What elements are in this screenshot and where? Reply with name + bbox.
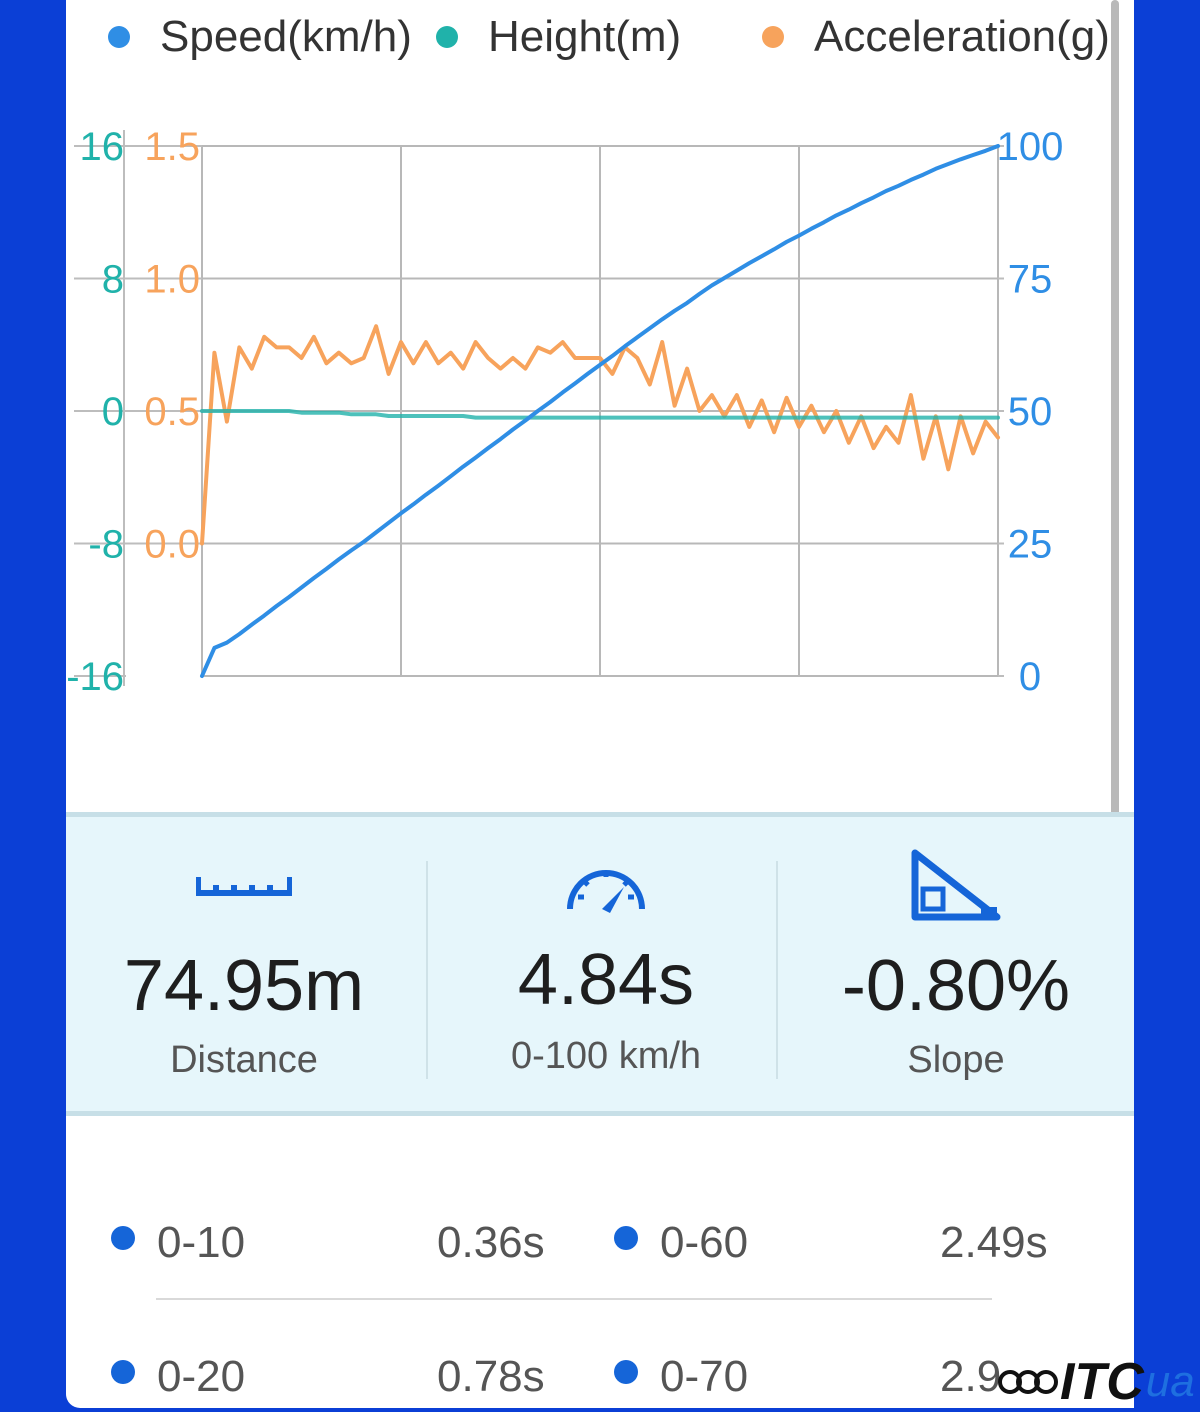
watermark-text: ITC (1060, 1353, 1144, 1411)
height-tick-label: -16 (66, 655, 124, 699)
stat-divider (426, 861, 428, 1079)
distance-label: Distance (170, 1039, 318, 1081)
split-label: 0-60 (660, 1218, 749, 1267)
legend-acceleration-label: Acceleration(g) (814, 12, 1110, 61)
split-value: 0.36s (437, 1218, 545, 1267)
chain-logo-icon (998, 1370, 1058, 1394)
acceleration-tick-label: 1.5 (144, 125, 200, 169)
height-tick-label: 0 (102, 390, 124, 434)
stats-panel: 74.95m Distance 4.84s 0-100 km/h -0.80% … (66, 812, 1134, 1116)
chart-series (200, 144, 1000, 678)
legend-speed-label: Speed(km/h) (160, 12, 412, 61)
slope-label: Slope (907, 1039, 1005, 1081)
time-label: 0-100 km/h (510, 1035, 702, 1077)
split-dot-icon (614, 1360, 638, 1384)
split-divider (156, 1298, 992, 1300)
series-line-heightm (200, 409, 1000, 420)
legend-acceleration[interactable]: Acceleration(g) (762, 12, 1110, 62)
split-dot-icon (111, 1226, 135, 1250)
speed-height-acceleration-chart: 16 8 0 -8 -16 1.5 1.0 0.5 0.0 100 75 50 25 0 (66, 125, 1063, 699)
time-value: 4.84s (517, 940, 695, 1020)
split-dot-icon (614, 1226, 638, 1250)
itc-watermark: ITC ua (994, 1352, 1195, 1412)
stat-slope: -0.80% Slope (778, 817, 1134, 1111)
slope-value: -0.80% (841, 946, 1071, 1026)
series-line-speedkmh (200, 144, 1000, 678)
split-row: 0-10 0.36s 0-60 2.49s (0, 1216, 1200, 1276)
split-value: 2.49s (940, 1218, 1048, 1267)
acceleration-tick-label: 0.5 (144, 390, 200, 434)
stat-divider (776, 861, 778, 1079)
acceleration-dot-icon (762, 26, 784, 48)
speedometer-icon (567, 870, 645, 913)
legend-height-label: Height(m) (488, 12, 682, 61)
split-label: 0-70 (660, 1352, 749, 1401)
speed-tick-label: 100 (997, 125, 1064, 169)
speed-tick-label: 0 (1019, 655, 1041, 699)
chart-axes: 16 8 0 -8 -16 1.5 1.0 0.5 0.0 100 75 50 25 0 (66, 125, 1063, 699)
ruler-icon (196, 877, 292, 896)
speed-tick-label: 50 (1008, 390, 1053, 434)
split-label: 0-10 (157, 1218, 246, 1267)
distance-value: 74.95m (123, 946, 365, 1026)
legend-height[interactable]: Height(m) (436, 12, 681, 62)
height-dot-icon (436, 26, 458, 48)
split-dot-icon (111, 1360, 135, 1384)
speed-tick-label: 75 (1008, 258, 1053, 302)
slope-icon (911, 849, 1001, 921)
height-tick-label: 8 (102, 258, 124, 302)
stat-time: 4.84s 0-100 km/h (428, 817, 784, 1111)
series-line-accelerationg (200, 324, 1000, 546)
watermark-text-accent: ua (1145, 1357, 1195, 1406)
split-label: 0-20 (157, 1352, 246, 1401)
legend-speed[interactable]: Speed(km/h) (108, 12, 412, 62)
acceleration-tick-label: 0.0 (144, 523, 200, 567)
speed-dot-icon (108, 26, 130, 48)
stat-distance: 74.95m Distance (66, 817, 422, 1111)
split-row: 0-20 0.78s 0-70 2.9 (0, 1350, 1200, 1410)
height-tick-label: -8 (88, 523, 124, 567)
split-value: 0.78s (437, 1352, 545, 1401)
split-value: 2.9 (940, 1352, 1002, 1401)
scrollbar[interactable] (1111, 0, 1119, 944)
acceleration-tick-label: 1.0 (144, 258, 200, 302)
height-tick-label: 16 (80, 125, 125, 169)
speed-tick-label: 25 (1008, 523, 1053, 567)
